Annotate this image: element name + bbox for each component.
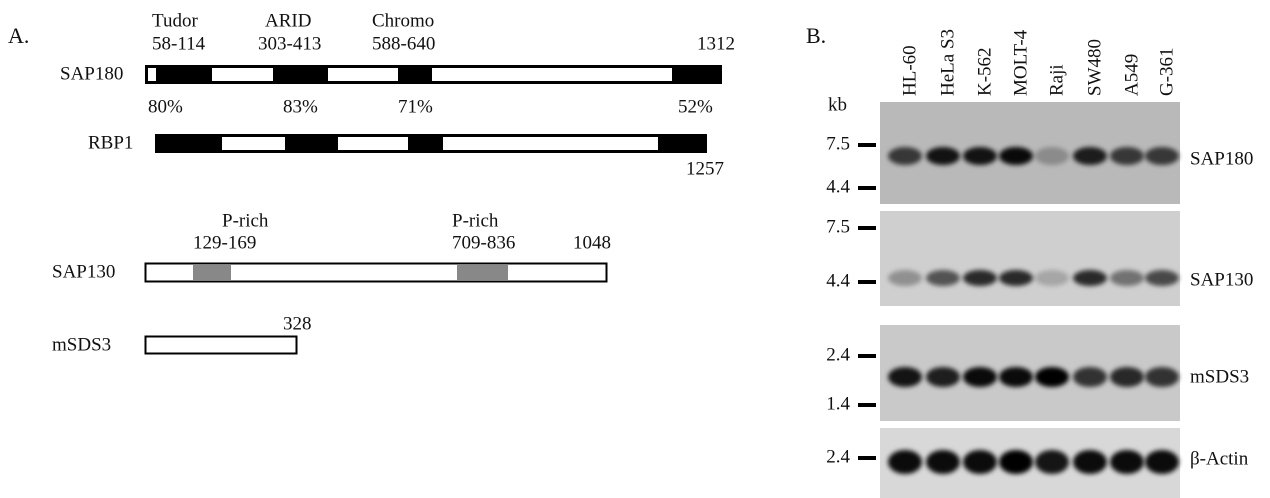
band <box>963 270 997 286</box>
marker-tick <box>858 226 876 230</box>
figure: A. Tudor 58-114 ARID 303-413 Chromo 588-… <box>0 0 1270 498</box>
band <box>1110 367 1144 387</box>
domain-range: 129-169 <box>193 232 256 253</box>
sap180-bar <box>145 65 722 84</box>
band <box>1035 367 1069 387</box>
marker-tick <box>858 280 876 284</box>
lane-label: G-361 <box>1156 47 1177 96</box>
marker-label: 7.5 <box>826 216 850 237</box>
marker-tick <box>858 456 876 460</box>
band <box>1035 147 1069 165</box>
probe-label: SAP180 <box>1190 148 1253 169</box>
band <box>963 147 997 165</box>
marker-label: 1.4 <box>826 393 850 414</box>
band <box>1110 147 1144 165</box>
lane-label: K-562 <box>974 47 995 96</box>
msds3-bar <box>146 337 297 354</box>
lane-label: SW480 <box>1084 39 1105 96</box>
panel-label: B. <box>806 23 826 48</box>
domain-name: P-rich <box>452 210 499 231</box>
band <box>926 367 960 387</box>
identity: 83% <box>283 96 318 117</box>
band <box>1035 270 1069 286</box>
marker-label: 4.4 <box>826 270 850 291</box>
lane-label: Raji <box>1046 64 1067 96</box>
lane-label: HeLa S3 <box>937 29 958 96</box>
protein-name: mSDS3 <box>52 334 111 355</box>
band <box>1073 270 1107 286</box>
rbp1-bar <box>155 134 707 153</box>
band <box>963 367 997 387</box>
domain-range: 588-640 <box>372 33 435 54</box>
band <box>926 450 960 474</box>
domain-range: 709-836 <box>452 232 515 253</box>
blot-panel <box>880 211 1180 306</box>
lane-label: HL-60 <box>899 45 920 96</box>
domain-name: P-rich <box>222 210 269 231</box>
band <box>1145 450 1179 474</box>
unit-label: kb <box>828 94 847 115</box>
band <box>1110 450 1144 474</box>
protein-name: SAP130 <box>52 261 115 282</box>
identity: 80% <box>148 96 183 117</box>
protein-name: RBP1 <box>88 132 133 153</box>
band <box>888 367 922 387</box>
protein-length: 1048 <box>573 232 611 253</box>
protein-name: SAP180 <box>60 63 123 84</box>
band <box>926 147 960 165</box>
band <box>963 450 997 474</box>
band <box>888 147 922 165</box>
probe-label: β-Actin <box>1190 448 1249 469</box>
band <box>1145 367 1179 387</box>
sap130-bar <box>146 264 607 282</box>
band <box>999 450 1033 474</box>
band <box>1073 147 1107 165</box>
band <box>926 270 960 286</box>
band <box>999 270 1033 286</box>
domain-name: Chromo <box>372 10 434 31</box>
band <box>888 450 922 474</box>
probe-label: mSDS3 <box>1190 366 1249 387</box>
identity: 52% <box>678 96 713 117</box>
protein-length: 1257 <box>686 158 724 179</box>
band <box>999 367 1033 387</box>
band <box>1145 270 1179 286</box>
domain-range: 303-413 <box>258 33 321 54</box>
marker-tick <box>858 186 876 190</box>
band <box>1073 367 1107 387</box>
band <box>1145 147 1179 165</box>
marker-label: 4.4 <box>826 176 850 197</box>
marker-label: 2.4 <box>826 344 850 365</box>
protein-length: 328 <box>283 313 312 334</box>
band <box>888 270 922 286</box>
domain-name: Tudor <box>152 10 198 31</box>
marker-label: 2.4 <box>826 446 850 467</box>
band <box>1110 270 1144 286</box>
lane-label: MOLT-4 <box>1010 29 1031 96</box>
marker-tick <box>858 354 876 358</box>
marker-tick <box>858 143 876 147</box>
marker-tick <box>858 403 876 407</box>
band <box>1073 450 1107 474</box>
panel-label: A. <box>8 23 29 48</box>
domain-range: 58-114 <box>152 33 206 54</box>
band <box>999 147 1033 165</box>
marker-label: 7.5 <box>826 133 850 154</box>
domain-name: ARID <box>265 10 311 31</box>
identity: 71% <box>398 96 433 117</box>
lane-label: A549 <box>1121 54 1142 96</box>
probe-label: SAP130 <box>1190 269 1253 290</box>
band <box>1035 450 1069 474</box>
protein-length: 1312 <box>697 33 735 54</box>
